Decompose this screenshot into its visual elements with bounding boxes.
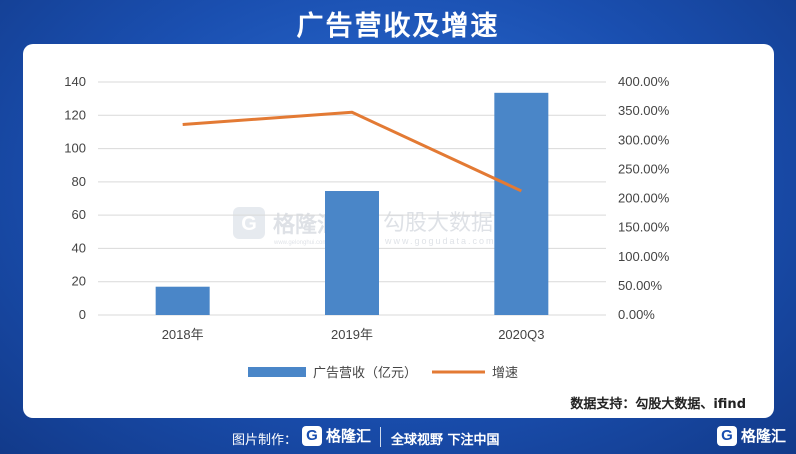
footer-brand: G 格隆汇 (302, 425, 371, 446)
y-right-tick-label: 300.00% (618, 132, 670, 147)
x-tick-label: 2020Q3 (498, 327, 544, 342)
svg-text:G: G (241, 213, 257, 235)
bar (155, 286, 210, 315)
y-right-tick-label: 100.00% (618, 249, 670, 264)
bar (325, 191, 379, 315)
y-right-tick-label: 0.00% (618, 307, 655, 322)
credit-label: 图片制作： (232, 433, 298, 448)
y-left-tick-label: 120 (64, 107, 86, 122)
chart-card: G 格隆汇 www.gelonghui.com 勾股大数据 www.goguda… (23, 44, 774, 418)
footer: 图片制作： G 格隆汇 全球视野 下注中国 G 格隆汇 (0, 420, 796, 454)
y-left-tick-label: 40 (72, 240, 86, 255)
x-tick-label: 2018年 (162, 327, 204, 342)
corner-logo-icon: G (716, 425, 737, 446)
y-right-tick-label: 150.00% (618, 220, 670, 235)
legend-label-growth: 增速 (492, 366, 518, 381)
x-tick-label: 2019年 (331, 327, 373, 342)
corner-brand: G 格隆汇 (716, 425, 786, 446)
footer-slogan: 全球视野 下注中国 (391, 433, 500, 448)
corner-brand-name: 格隆汇 (740, 427, 786, 445)
data-source: 数据支持：勾股大数据、ifind (570, 397, 746, 412)
y-left-tick-label: 60 (72, 207, 86, 222)
y-right-tick-label: 350.00% (618, 103, 670, 118)
combo-chart: G 格隆汇 www.gelonghui.com 勾股大数据 www.goguda… (64, 74, 670, 381)
y-right-tick-label: 200.00% (618, 191, 670, 206)
watermark-url: www.gogudata.com (384, 236, 496, 246)
y-left-tick-label: 0 (79, 307, 86, 322)
y-right-tick-label: 50.00% (618, 278, 663, 293)
y-right-tick-label: 250.00% (618, 161, 670, 176)
y-left-tick-label: 20 (72, 274, 86, 289)
legend: 广告营收（亿元） 增速 (248, 366, 518, 381)
y-left-tick-label: 140 (64, 74, 86, 89)
page-title: 广告营收及增速 (296, 11, 500, 42)
growth-line (182, 110, 522, 193)
y-left-tick-label: 80 (72, 174, 86, 189)
bar (494, 92, 549, 315)
footer-divider (380, 427, 381, 447)
y-right-tick-label: 400.00% (618, 74, 670, 89)
footer-brand-name: 格隆汇 (326, 427, 372, 445)
legend-label-revenue: 广告营收（亿元） (313, 366, 417, 381)
watermark-brand-url: www.gelonghui.com (273, 240, 327, 246)
g-logo-icon: G (302, 425, 322, 446)
legend-swatch-bar (248, 367, 306, 377)
y-left-tick-label: 100 (64, 141, 86, 156)
